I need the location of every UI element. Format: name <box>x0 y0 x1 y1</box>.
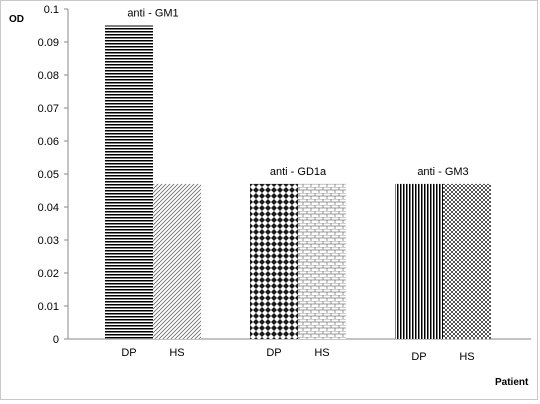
y-tick-label: 0.03 <box>38 235 59 247</box>
bars <box>105 25 491 339</box>
bar-chart: OD Patient 0 0.01 0.02 0.03 0.04 0.05 0.06 0.07… <box>9 4 531 388</box>
y-tick-label: 0.07 <box>38 103 59 115</box>
group-label: anti - GD1a <box>270 166 327 178</box>
bar <box>443 183 491 339</box>
category-label: HS <box>314 347 329 359</box>
bar <box>298 183 346 339</box>
y-axis-label: OD <box>9 14 24 25</box>
category-label: DP <box>121 347 136 359</box>
category-label: DP <box>266 347 281 359</box>
bar <box>153 183 201 339</box>
y-tick-label: 0.08 <box>38 70 59 82</box>
y-tick-label: 0.06 <box>38 136 59 148</box>
x-axis-label: Patient <box>495 377 529 388</box>
y-tick-label: 0.1 <box>44 4 59 16</box>
y-tick-label: 0.02 <box>38 268 59 280</box>
axes: 0 0.01 0.02 0.03 0.04 0.05 0.06 0.07 0.08 0.09 0.1 <box>38 4 531 346</box>
bar <box>250 183 298 339</box>
y-tick-label: 0.09 <box>38 37 59 49</box>
group-label: anti - GM3 <box>417 166 468 178</box>
category-label: HS <box>459 351 474 363</box>
y-tick-label: 0.04 <box>38 202 59 214</box>
bar <box>105 25 153 339</box>
labels: DP HS anti - GM1 DP HS anti - GD1a DP HS anti - … <box>121 8 474 364</box>
category-label: DP <box>411 351 426 363</box>
y-tick-label: 0.05 <box>38 169 59 181</box>
category-label: HS <box>169 347 184 359</box>
y-tick-label: 0 <box>53 334 59 346</box>
bar <box>395 183 443 339</box>
group-label: anti - GM1 <box>127 8 178 20</box>
y-tick-label: 0.01 <box>38 301 59 313</box>
